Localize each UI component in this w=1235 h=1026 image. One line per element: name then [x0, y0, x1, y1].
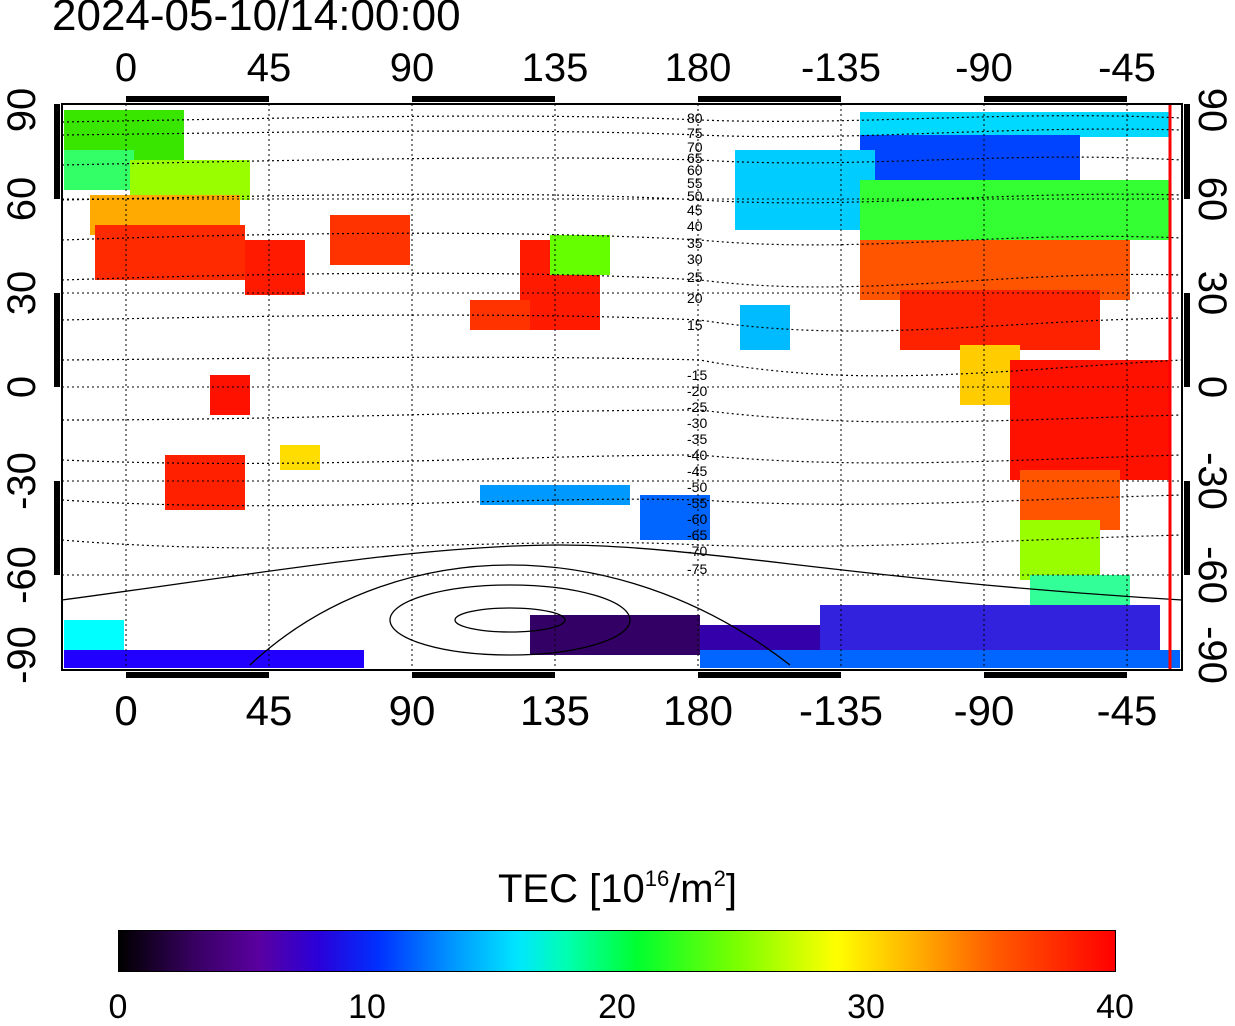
- top-lon-label: 0: [114, 46, 138, 90]
- right-lat-label: -30: [1190, 452, 1234, 510]
- top-lon-label: 135: [521, 46, 589, 90]
- colorbar-title-exponent: 16: [644, 866, 670, 891]
- tec-colorbar: [118, 930, 1116, 972]
- top-lon-label: -45: [1098, 46, 1156, 90]
- right-lat-label: 30: [1190, 270, 1234, 316]
- top-lon-label: -135: [800, 46, 882, 90]
- bottom-lon-label: 0: [114, 687, 138, 734]
- bottom-lon-label: 45: [245, 687, 293, 734]
- contour-label: -50: [687, 479, 707, 495]
- contour-label: -35: [687, 431, 707, 447]
- bottom-lon-label: -135: [798, 687, 884, 734]
- bottom-lon-label: 90: [388, 687, 436, 734]
- frame-tick-bars: [54, 96, 1190, 678]
- southern-pole-contours: [62, 544, 1182, 666]
- contour-label: -20: [687, 383, 707, 399]
- left-lat-label: 30: [0, 270, 44, 316]
- contour-label: 15: [687, 317, 703, 333]
- right-lat-label: 0: [1190, 375, 1234, 399]
- graticule: [62, 104, 1182, 670]
- contour-label: 20: [687, 290, 703, 306]
- colorbar-title-unit: /m: [669, 867, 714, 911]
- colorbar-tick-label: 40: [1096, 988, 1134, 1026]
- left-lat-label: -90: [0, 626, 44, 684]
- colorbar-title-end: ]: [725, 867, 737, 911]
- right-lat-label: 60: [1190, 176, 1234, 222]
- contour-label: -75: [687, 561, 707, 577]
- contour-label: -15: [687, 367, 707, 383]
- contour-label: -45: [687, 463, 707, 479]
- bottom-lon-label: 135: [519, 687, 591, 734]
- contour-label: 35: [687, 235, 703, 251]
- bottom-lon-label: -45: [1096, 687, 1158, 734]
- colorbar-tick-label: 30: [847, 988, 885, 1026]
- right-lat-label: -60: [1190, 546, 1234, 604]
- contour-label: 80: [687, 110, 703, 126]
- colorbar-title-unit-exponent: 2: [713, 866, 726, 891]
- colorbar-title-main: TEC [10: [497, 867, 645, 911]
- colorbar-tick-label: 0: [108, 988, 128, 1026]
- contour-label: 55: [687, 175, 703, 191]
- contour-label: 75: [687, 125, 703, 141]
- magnetic-latitude-contours: [62, 115, 1182, 549]
- contour-label: 65: [687, 150, 703, 166]
- top-lon-label: -90: [955, 46, 1013, 90]
- colorbar-tick-label: 10: [348, 988, 386, 1026]
- contour-label: -55: [687, 495, 707, 511]
- contour-label: -30: [687, 415, 707, 431]
- contour-label: -40: [687, 447, 707, 463]
- top-lon-label: 45: [246, 46, 292, 90]
- contour-label: -70: [687, 543, 707, 559]
- contour-label: 50: [687, 188, 703, 204]
- top-lon-label: 180: [664, 46, 732, 90]
- top-lon-label: 90: [389, 46, 435, 90]
- contour-label: -25: [687, 399, 707, 415]
- left-lat-label: 90: [0, 87, 44, 133]
- right-lat-label: -90: [1190, 626, 1234, 684]
- contour-label: 25: [687, 269, 703, 285]
- colorbar-tick-label: 20: [598, 988, 636, 1026]
- bottom-lon-label: -90: [953, 687, 1015, 734]
- left-lat-label: 0: [0, 375, 44, 399]
- tec-data-layer: [64, 110, 1180, 668]
- contour-label: 70: [687, 139, 703, 155]
- contour-label: -65: [687, 527, 707, 543]
- contour-label: 30: [687, 251, 703, 267]
- colorbar-title: TEC [1016/m2]: [0, 866, 1235, 911]
- right-lat-label: 90: [1190, 87, 1234, 133]
- left-lat-label: -30: [0, 452, 44, 510]
- left-lat-label: -60: [0, 546, 44, 604]
- map-frame: [61, 103, 1183, 671]
- contour-label: -60: [687, 511, 707, 527]
- contour-label: 40: [687, 218, 703, 234]
- left-lat-label: 60: [0, 176, 44, 222]
- contour-label: 45: [687, 202, 703, 218]
- timestamp: 2024-05-10/14:00:00: [52, 0, 461, 40]
- contour-label: 60: [687, 162, 703, 178]
- bottom-lon-label: 180: [662, 687, 734, 734]
